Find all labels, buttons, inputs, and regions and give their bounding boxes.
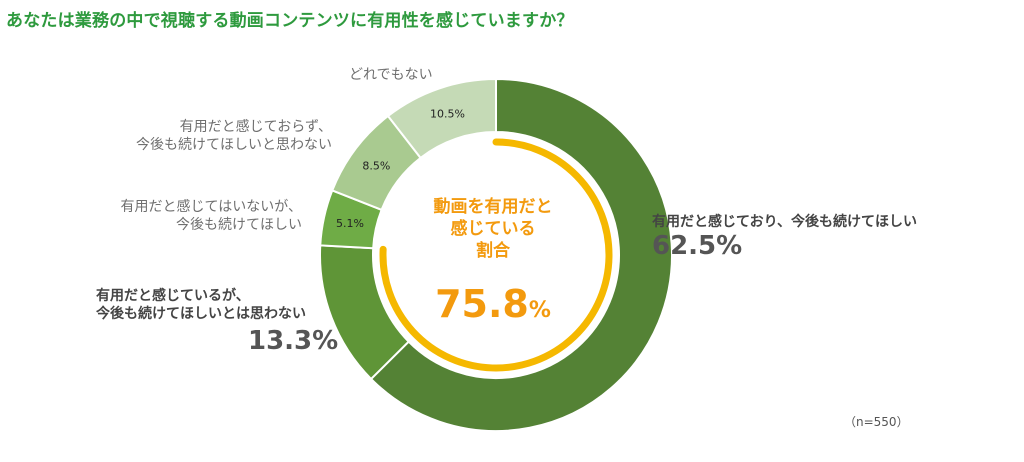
label-not-useful-not-continue: 有用だと感じておらず、 今後も続けてほしいと思わない xyxy=(82,118,332,154)
center-caption-line1: 動画を有用だと xyxy=(433,197,553,217)
slice-data-label: 8.5% xyxy=(362,159,390,172)
label-not-useful-continue-line2: 今後も続けてほしい xyxy=(176,217,302,233)
slice-data-label: 10.5% xyxy=(430,108,465,121)
label-none: どれでもない xyxy=(349,66,433,84)
label-not-useful-not-continue-line1: 有用だと感じておらず、 xyxy=(179,119,332,135)
label-useful-not-continue-line2: 今後も続けてほしいとは思わない xyxy=(96,306,306,322)
label-useful-not-continue: 有用だと感じているが、 今後も続けてほしいとは思わない xyxy=(96,287,306,323)
donut-slice xyxy=(369,77,673,432)
label-useful-continue-value: 62.5% xyxy=(652,231,743,261)
highlight-arc xyxy=(379,138,613,372)
center-value-unit: % xyxy=(528,298,551,323)
label-useful-continue-text: 有用だと感じており、今後も続けてほしい xyxy=(652,214,918,230)
label-not-useful-not-continue-line2: 今後も続けてほしいと思わない xyxy=(136,137,332,153)
center-caption-line2: 感じている xyxy=(450,219,536,239)
center-caption-line3: 割合 xyxy=(476,241,510,261)
sample-size-note: （n=550） xyxy=(844,415,909,429)
label-none-text: どれでもない xyxy=(349,67,433,83)
slices-group xyxy=(319,77,673,432)
label-useful-continue: 有用だと感じており、今後も続けてほしい 62.5% xyxy=(652,213,917,261)
center-value: 75.8% xyxy=(388,282,598,326)
slice-data-label: 5.1% xyxy=(336,217,364,230)
center-caption: 動画を有用だと 感じている 割合 xyxy=(388,196,598,262)
label-useful-not-continue-value: 13.3% xyxy=(248,326,339,356)
chart-title: あなたは業務の中で視聴する動画コンテンツに有用性を感じていますか？ xyxy=(6,11,574,31)
center-value-number: 75.8 xyxy=(435,282,529,326)
label-not-useful-continue: 有用だと感じてはいないが、 今後も続けてほしい xyxy=(80,198,302,234)
slice-labels-group: 5.1% 8.5% 10.5% xyxy=(336,108,465,230)
donut-slice xyxy=(386,77,497,160)
label-useful-not-continue-line1: 有用だと感じているが、 xyxy=(96,288,250,304)
label-not-useful-continue-line1: 有用だと感じてはいないが、 xyxy=(120,199,302,215)
